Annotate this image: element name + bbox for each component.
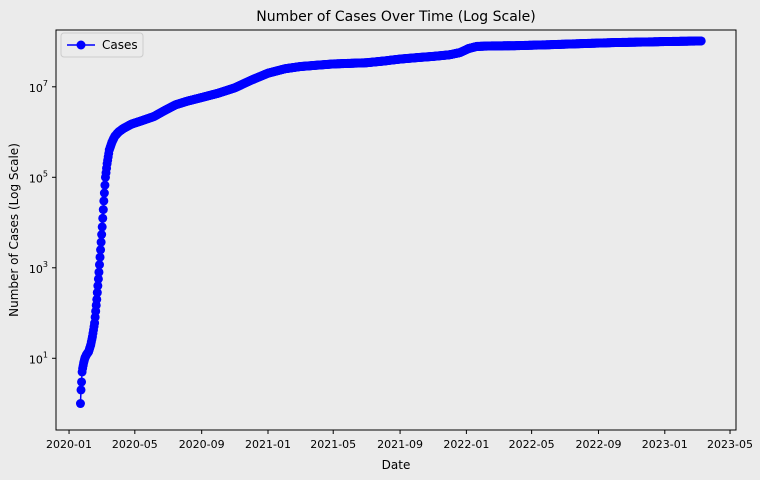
x-tick-label: 2022-01	[443, 438, 489, 451]
x-tick-label: 2021-05	[310, 438, 356, 451]
data-point	[98, 205, 108, 215]
data-point	[92, 294, 102, 304]
data-point	[99, 188, 109, 198]
legend-box	[60, 32, 144, 58]
data-point	[93, 274, 103, 284]
chart-title: Number of Cases Over Time (Log Scale)	[256, 9, 536, 25]
data-point	[96, 245, 106, 255]
data-point	[100, 180, 110, 190]
legend: Cases	[60, 32, 144, 58]
data-point	[97, 222, 107, 232]
y-tick-label: 103	[29, 260, 48, 276]
legend-label: Cases	[102, 38, 138, 52]
data-point	[77, 377, 87, 387]
data-point	[92, 288, 102, 298]
x-tick-label: 2020-05	[112, 438, 158, 451]
x-tick-label: 2020-01	[46, 438, 92, 451]
data-point	[76, 385, 86, 395]
data-point	[96, 237, 106, 247]
legend-marker	[76, 40, 86, 50]
data-point	[75, 399, 85, 409]
x-axis: 2020-01 2020-05 2020-09 2021-01 2021-05 2021-…	[46, 430, 753, 451]
series-layer	[75, 36, 706, 409]
x-tick-label: 2021-01	[245, 438, 291, 451]
y-tick-label: 105	[29, 169, 48, 185]
x-tick-label: 2020-09	[179, 438, 225, 451]
x-tick-label: 2023-01	[642, 438, 688, 451]
x-tick-label: 2023-05	[707, 438, 753, 451]
data-point	[99, 196, 109, 206]
x-tick-label: 2022-09	[575, 438, 621, 451]
data-point	[98, 213, 108, 223]
y-axis-label: Number of Cases (Log Scale)	[7, 143, 21, 317]
plot-area	[55, 29, 737, 431]
data-point	[93, 281, 103, 291]
data-point	[94, 267, 104, 277]
data-point	[94, 260, 104, 270]
data-point	[696, 36, 706, 46]
y-axis: 101 103 105 107	[29, 79, 56, 366]
y-tick-label: 101	[29, 350, 48, 366]
x-tick-label: 2021-09	[377, 438, 423, 451]
y-tick-label: 107	[29, 79, 48, 95]
x-tick-label: 2022-05	[509, 438, 555, 451]
data-point	[97, 230, 107, 240]
x-axis-label: Date	[382, 458, 411, 472]
data-point	[95, 252, 105, 262]
